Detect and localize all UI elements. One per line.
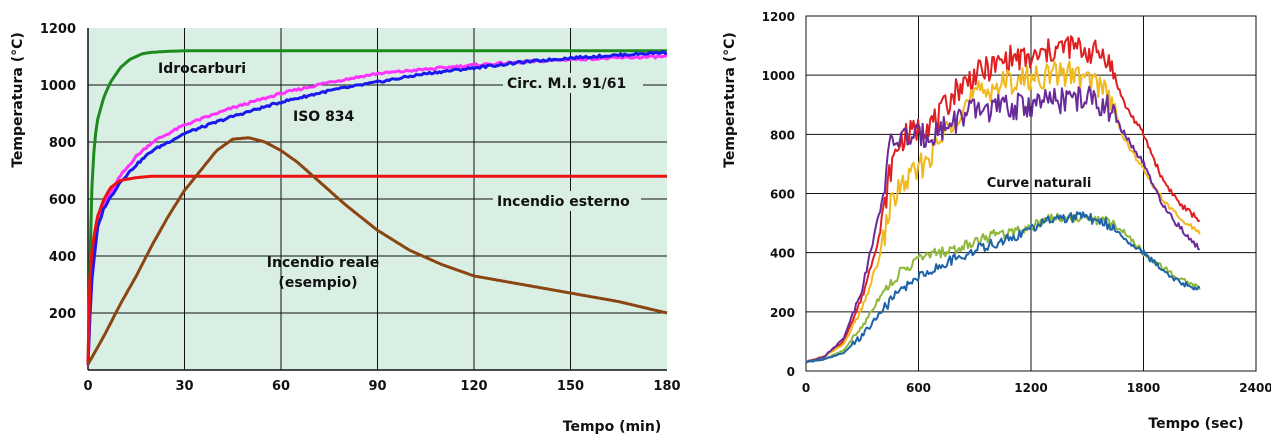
x-tick-label: 600 [906, 381, 931, 395]
y-tick-label: 1000 [40, 79, 76, 94]
annotation-label: Incendio reale [267, 255, 379, 271]
annotation-label: ISO 834 [293, 109, 355, 125]
y-tick-label: 200 [49, 307, 76, 322]
series-line [805, 60, 1201, 363]
series-line [86, 136, 668, 366]
x-tick-label: 2400 [1239, 381, 1271, 395]
series-line [86, 174, 667, 365]
annotation-label: Circ. M.I. 91/61 [507, 76, 626, 92]
y-tick-label: 400 [770, 247, 795, 261]
annotation-label: Curve naturali [987, 176, 1092, 191]
series-line [86, 50, 668, 365]
x-axis-label: Tempo (min) [563, 419, 661, 434]
x-tick-label: 0 [802, 381, 810, 395]
series-line [805, 212, 1201, 364]
x-tick-label: 120 [460, 379, 487, 394]
series-line [805, 35, 1201, 364]
plot-frame [805, 15, 1257, 372]
x-tick-label: 60 [272, 379, 290, 394]
annotation-bg [493, 191, 641, 211]
y-axis-label: Temperatura (°C) [722, 32, 738, 168]
y-tick-label: 800 [770, 128, 795, 142]
annotation-bg [503, 73, 643, 93]
y-tick-label: 1000 [762, 69, 795, 83]
y-tick-label: 600 [49, 193, 76, 208]
y-tick-label: 0 [787, 365, 795, 379]
x-tick-label: 0 [83, 379, 92, 394]
x-tick-label: 30 [175, 379, 193, 394]
annotation-label: Idrocarburi [158, 61, 246, 77]
series-line [805, 85, 1201, 364]
x-tick-label: 180 [653, 379, 680, 394]
y-tick-label: 800 [49, 136, 76, 151]
y-axis-label: Temperatura (°C) [10, 32, 26, 168]
y-tick-label: 1200 [762, 10, 795, 24]
left-chart: 0 30 60 90 120 150 180 200 400 600 800 1000 1200 Temp… [10, 22, 681, 434]
annotation-label: (esempio) [278, 275, 357, 291]
y-tick-label: 600 [770, 188, 795, 202]
x-tick-label: 150 [557, 379, 584, 394]
series-line [86, 54, 667, 366]
series-line [86, 49, 667, 365]
y-tick-label: 400 [49, 250, 76, 265]
annotation-label: Incendio esterno [497, 194, 630, 210]
y-tick-label: 1200 [40, 22, 76, 37]
right-chart: 0 600 1200 1800 2400 0 200 400 600 800 1000 1200 Tem… [722, 10, 1271, 432]
y-tick-label: 200 [770, 306, 795, 320]
x-tick-label: 1800 [1127, 381, 1160, 395]
x-tick-label: 90 [368, 379, 386, 394]
series-line [805, 211, 1201, 363]
x-tick-label: 1200 [1014, 381, 1047, 395]
x-axis-label: Tempo (sec) [1148, 416, 1243, 432]
